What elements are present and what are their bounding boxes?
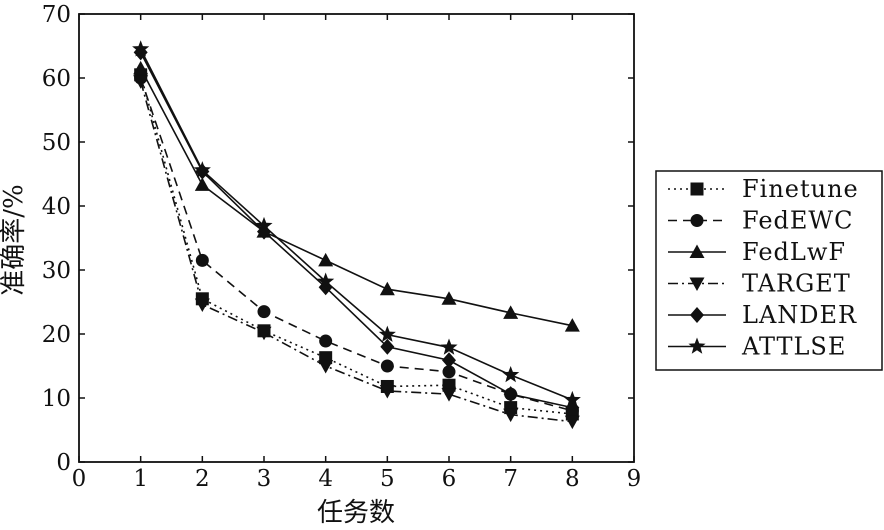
series-line-target bbox=[139, 80, 573, 423]
data-point-fedlwf bbox=[503, 305, 519, 319]
data-point-target bbox=[256, 326, 272, 341]
data-point-fedlwf bbox=[133, 60, 149, 75]
data-point-fedewc bbox=[442, 365, 456, 379]
x-tick-label: 4 bbox=[318, 466, 333, 492]
x-tick-label: 3 bbox=[257, 466, 272, 492]
legend-marker-target bbox=[689, 277, 705, 291]
legend-label-finetune: Finetune bbox=[742, 175, 859, 203]
legend-box bbox=[655, 170, 883, 371]
y-tick-label: 20 bbox=[42, 322, 71, 348]
plot-frame bbox=[78, 13, 635, 463]
legend-item-finetune: Finetune bbox=[668, 175, 859, 203]
data-point-target bbox=[379, 384, 395, 399]
data-point-attlse bbox=[132, 40, 150, 57]
data-point-fedewc bbox=[319, 334, 333, 348]
y-tick-label: 0 bbox=[56, 450, 71, 476]
x-tick-label: 5 bbox=[380, 466, 395, 492]
legend-label-target: TARGET bbox=[742, 270, 851, 298]
y-tick-label: 70 bbox=[42, 2, 71, 28]
legend-item-fedlwf: FedLwF bbox=[668, 238, 846, 266]
data-point-fedlwf bbox=[564, 318, 580, 332]
y-tick-label: 60 bbox=[42, 66, 71, 92]
series-line-finetune bbox=[139, 74, 573, 415]
legend-label-fedewc: FedEWC bbox=[742, 207, 853, 235]
x-tick-label: 0 bbox=[72, 466, 87, 492]
data-point-fedewc bbox=[257, 305, 271, 319]
series-attlse bbox=[132, 40, 581, 408]
x-axis-title: 任务数 bbox=[317, 498, 395, 528]
legend-label-attlse: ATTLSE bbox=[741, 333, 846, 361]
data-point-attlse bbox=[378, 325, 396, 342]
data-point-target bbox=[318, 360, 334, 374]
data-point-attlse bbox=[502, 365, 520, 383]
data-point-fedlwf bbox=[441, 291, 457, 305]
legend-item-target: TARGET bbox=[668, 270, 851, 298]
legend-marker-fedlwf bbox=[689, 244, 705, 258]
plot-area: 0 1 2 3 4 5 6 7 8 9 0 10 20 30 40 50 60 70 bbox=[42, 2, 642, 492]
data-point-attlse bbox=[440, 338, 458, 355]
legend-label-fedlwf: FedLwF bbox=[742, 238, 846, 266]
y-tick-label: 50 bbox=[42, 130, 71, 156]
data-point-lander bbox=[503, 386, 518, 403]
data-point-attlse bbox=[317, 272, 335, 289]
y-axis-title: 准确率/% bbox=[0, 184, 29, 295]
series-target bbox=[133, 75, 580, 430]
y-tick-label: 40 bbox=[42, 194, 71, 220]
legend: Finetune FedEWC FedLwF TARGET LANDER ATTLSE bbox=[655, 170, 883, 371]
legend-label-lander: LANDER bbox=[742, 301, 857, 329]
data-point-target bbox=[564, 415, 580, 430]
data-point-target bbox=[194, 298, 210, 313]
data-point-fedewc bbox=[380, 359, 394, 373]
x-tick-label: 9 bbox=[627, 466, 642, 492]
legend-marker-fedewc bbox=[690, 214, 704, 227]
data-point-fedewc bbox=[195, 253, 209, 267]
series-line-attlse bbox=[139, 48, 573, 401]
data-point-attlse bbox=[563, 390, 581, 408]
series-line-fedlwf bbox=[139, 68, 573, 327]
y-tick-label: 30 bbox=[42, 258, 71, 284]
data-point-target bbox=[503, 408, 519, 423]
legend-item-fedewc: FedEWC bbox=[668, 207, 853, 235]
x-tick-label: 2 bbox=[195, 466, 210, 492]
legend-marker-finetune bbox=[690, 182, 704, 196]
legend-item-lander: LANDER bbox=[668, 301, 857, 329]
y-axis-title-text: 准确率/% bbox=[0, 184, 29, 295]
data-point-fedlwf bbox=[194, 177, 210, 191]
data-point-lander bbox=[380, 338, 395, 355]
data-point-fedlwf bbox=[379, 281, 395, 296]
legend-marker-lander bbox=[690, 307, 704, 323]
x-tick-label: 1 bbox=[133, 466, 148, 492]
legend-marker-attlse bbox=[688, 337, 706, 354]
legend-item-attlse: ATTLSE bbox=[668, 333, 846, 361]
x-tick-label: 6 bbox=[442, 466, 457, 492]
x-tick-label: 8 bbox=[565, 466, 580, 492]
y-tick-label: 10 bbox=[42, 386, 71, 412]
data-point-target bbox=[133, 75, 149, 89]
data-point-attlse bbox=[193, 161, 211, 178]
series-line-lander bbox=[139, 52, 573, 409]
data-point-target bbox=[441, 388, 457, 402]
x-tick-label: 7 bbox=[503, 466, 518, 492]
data-point-attlse bbox=[255, 216, 273, 234]
data-point-fedlwf bbox=[318, 252, 334, 267]
data-point-lander bbox=[442, 352, 456, 369]
